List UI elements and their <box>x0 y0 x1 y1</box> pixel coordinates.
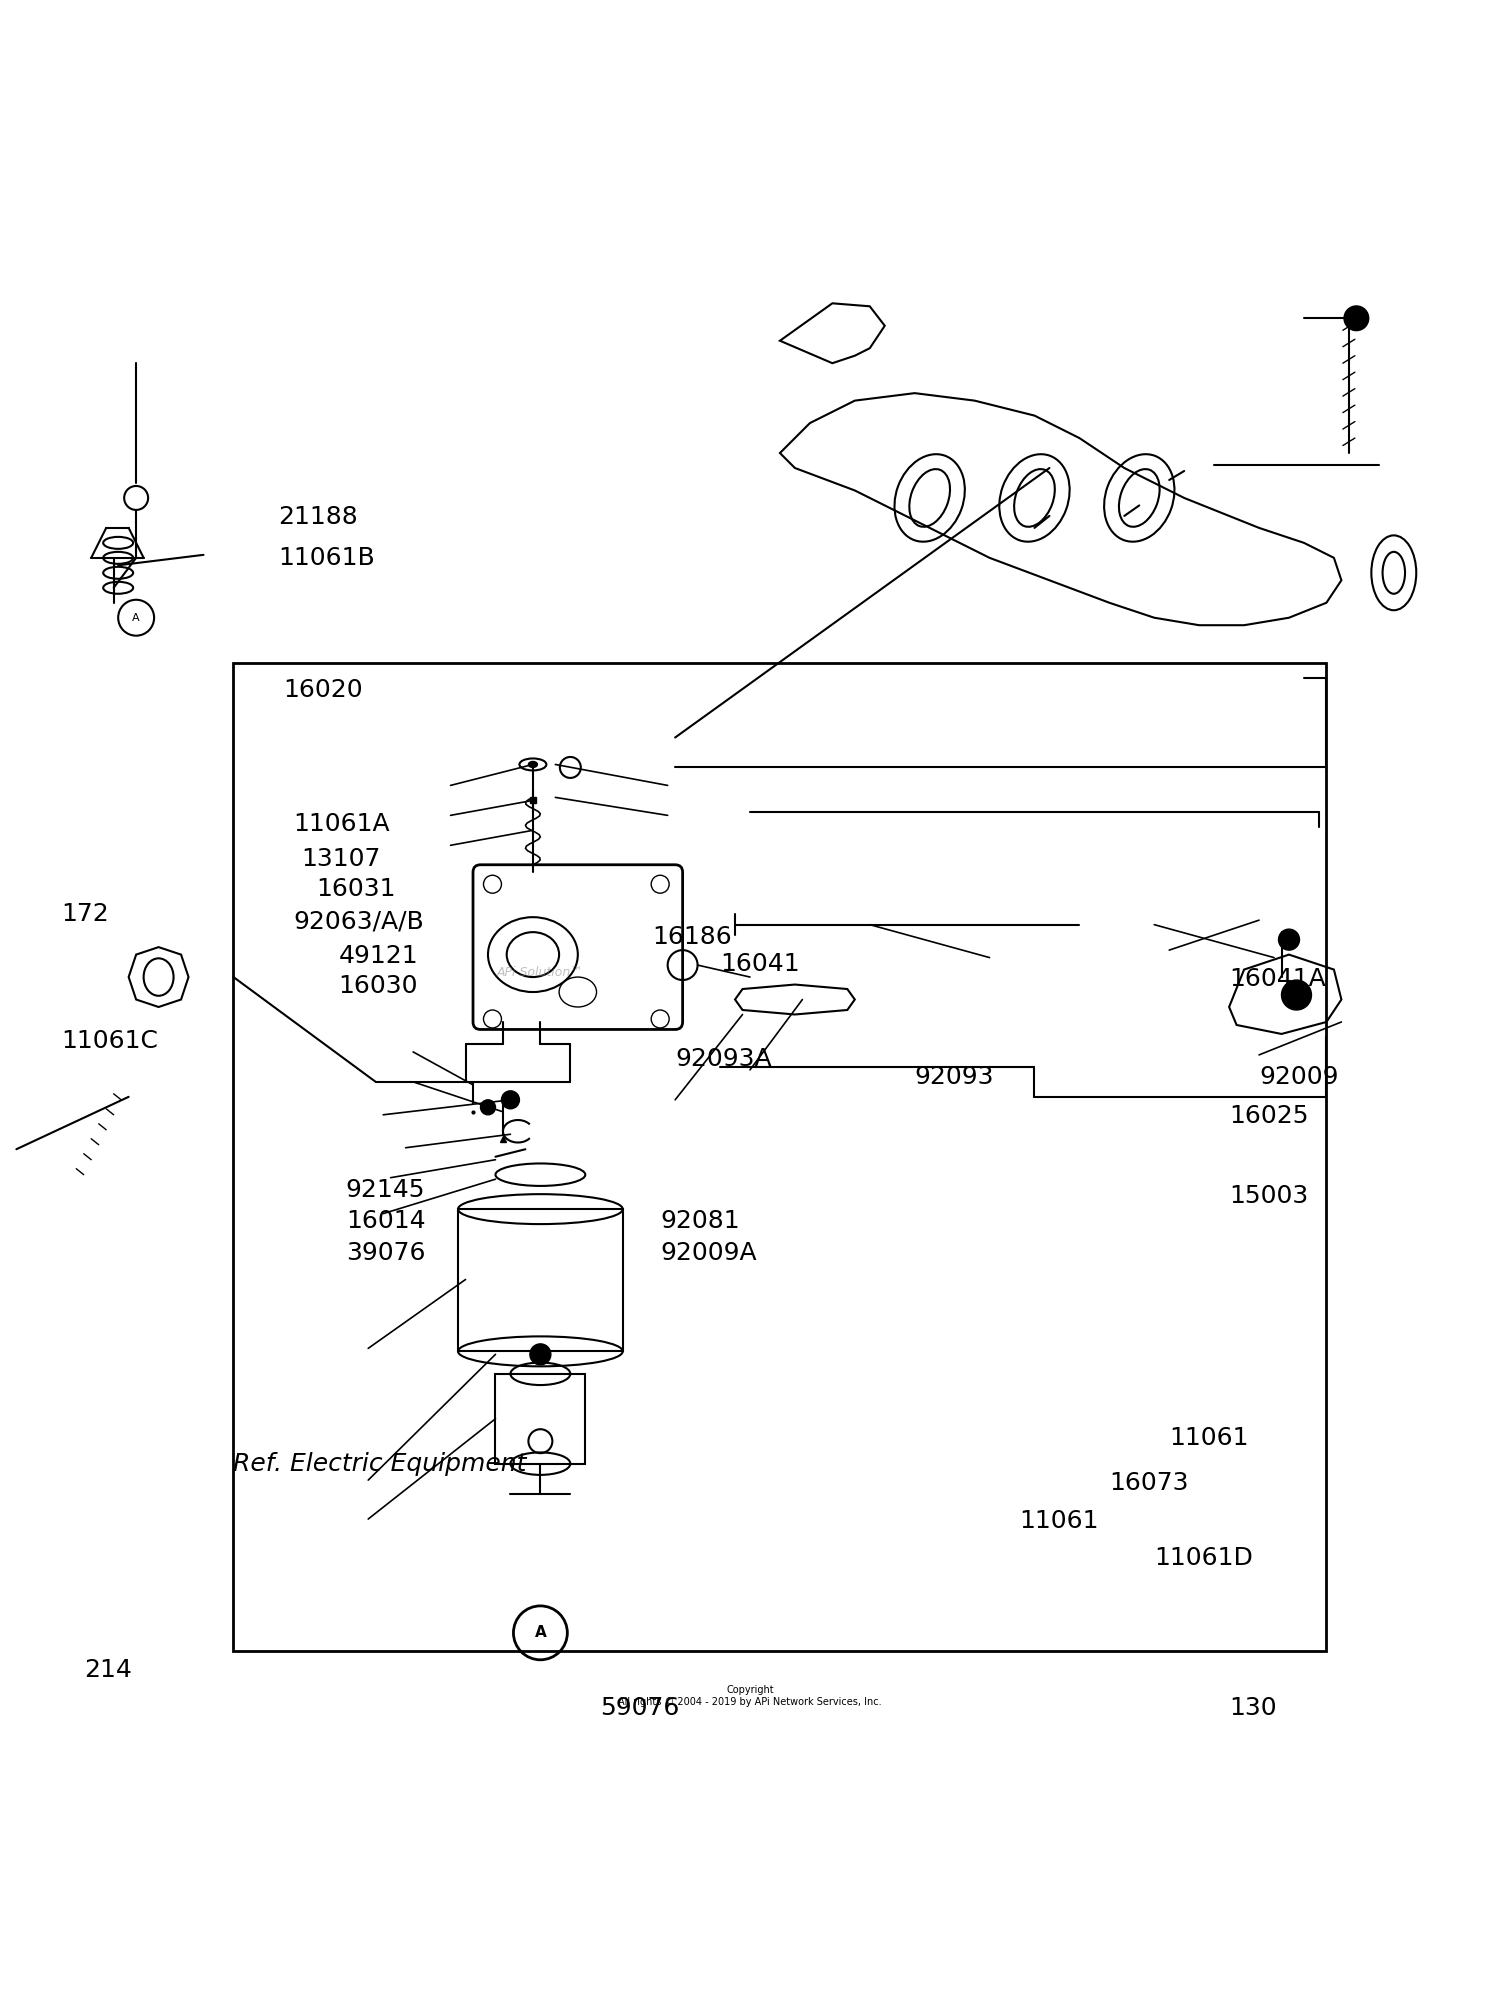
Text: 16025: 16025 <box>1228 1104 1308 1128</box>
Circle shape <box>501 1092 519 1110</box>
Text: 92093A: 92093A <box>675 1047 772 1071</box>
Text: 11061D: 11061D <box>1155 1547 1252 1571</box>
Text: 92145: 92145 <box>346 1178 426 1202</box>
Text: 16020: 16020 <box>284 677 363 701</box>
Text: 11061: 11061 <box>1168 1426 1248 1450</box>
Text: 11061A: 11061A <box>294 812 390 836</box>
Text: 16014: 16014 <box>346 1208 426 1233</box>
Text: 16186: 16186 <box>652 924 732 949</box>
Ellipse shape <box>528 761 537 767</box>
Bar <box>234 663 1326 1651</box>
Text: APi Solution™: APi Solution™ <box>496 967 584 979</box>
Text: 16030: 16030 <box>339 975 418 999</box>
Text: 11061B: 11061B <box>279 546 375 570</box>
Text: 11061C: 11061C <box>62 1029 158 1053</box>
Text: 16031: 16031 <box>316 876 396 900</box>
Text: 16041A: 16041A <box>1228 967 1326 991</box>
Bar <box>495 1374 585 1464</box>
Text: 16041: 16041 <box>720 951 800 975</box>
Text: 21188: 21188 <box>279 506 358 530</box>
Circle shape <box>480 1100 495 1116</box>
Text: 15003: 15003 <box>1228 1184 1308 1208</box>
Text: Ref. Electric Equipment: Ref. Electric Equipment <box>234 1452 526 1476</box>
Bar <box>458 1208 622 1351</box>
Text: 16073: 16073 <box>1110 1470 1190 1494</box>
Text: 92081: 92081 <box>660 1208 740 1233</box>
Text: 172: 172 <box>62 902 110 926</box>
Text: A: A <box>534 1625 546 1639</box>
Circle shape <box>1281 981 1311 1009</box>
Circle shape <box>530 1343 550 1365</box>
Text: 39076: 39076 <box>346 1241 426 1265</box>
Circle shape <box>1278 928 1299 951</box>
Text: 214: 214 <box>84 1658 132 1682</box>
Text: 92009A: 92009A <box>660 1241 758 1265</box>
Text: 49121: 49121 <box>339 945 418 969</box>
Text: 92093: 92093 <box>915 1065 995 1090</box>
Text: 92009: 92009 <box>1258 1065 1338 1090</box>
Text: 130: 130 <box>1228 1696 1276 1720</box>
Text: 13107: 13107 <box>302 846 380 870</box>
Text: 59076: 59076 <box>600 1696 680 1720</box>
Text: 11061: 11061 <box>1020 1508 1100 1533</box>
Text: A: A <box>132 612 140 622</box>
Text: 92063/A/B: 92063/A/B <box>294 910 424 934</box>
Circle shape <box>1344 306 1368 330</box>
Text: Copyright
All rights © 2004 - 2019 by APi Network Services, Inc.: Copyright All rights © 2004 - 2019 by AP… <box>618 1686 882 1706</box>
